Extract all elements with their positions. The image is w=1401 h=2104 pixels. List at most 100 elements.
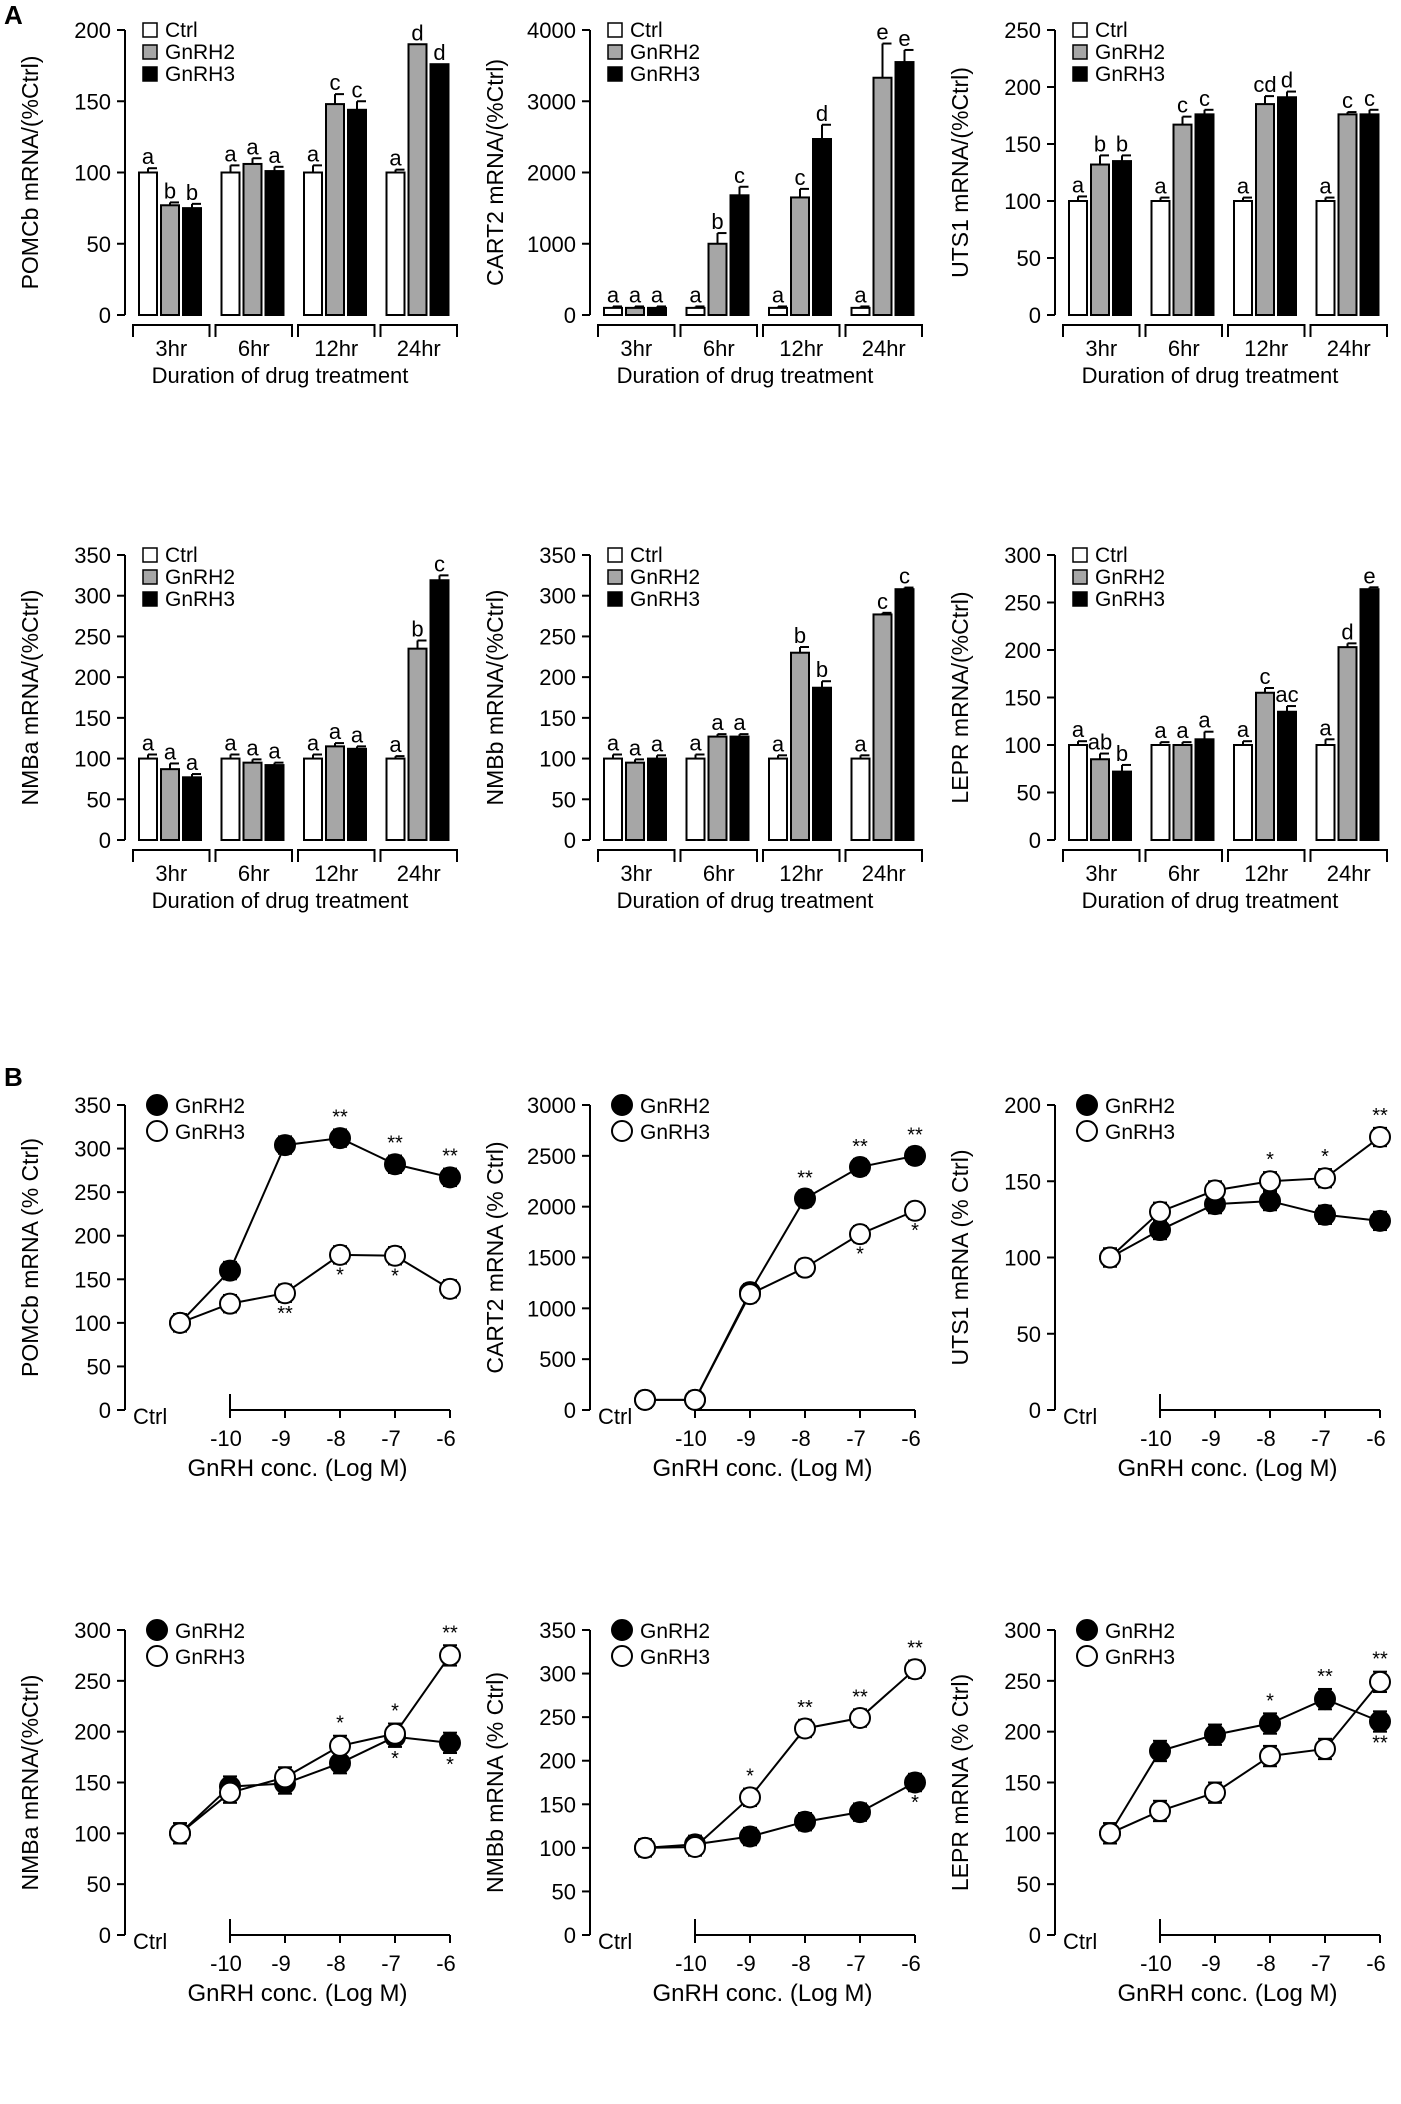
bar [894,588,915,841]
y-tick-label: 50 [552,787,576,812]
data-point [329,1243,351,1266]
chart-pomcb-dose: 0 50 100 150 200 250 300 350 POMCb mRNA (% Ctrl)… [17,1093,461,1482]
data-point [219,1259,241,1282]
y-tick-label: 3000 [527,1093,576,1118]
bar [429,579,450,841]
data-point [1259,1170,1281,1193]
y-tick-label: 300 [74,584,111,609]
y-axis-label: NMBa mRNA/(%Ctrl) [17,590,43,806]
significance-letter: a [1154,174,1167,199]
bar [325,103,345,316]
significance-letter: a [246,134,259,159]
legend-swatch [1072,22,1088,38]
data-point [439,1644,461,1667]
legend-label: GnRH3 [175,1121,245,1144]
data-point [1149,1219,1171,1242]
y-tick-label: 300 [539,584,576,609]
y-tick-label: 2000 [527,161,576,186]
bar [1194,738,1215,841]
data-point [1259,1190,1281,1213]
y-tick-label: 50 [1017,1322,1041,1347]
chart-uts1-dose: 0 50 100 150 200 UTS1 mRNA (% Ctrl) Ctrl -10 -9 -… [947,1093,1391,1482]
bar [1359,113,1380,316]
data-point [904,1771,926,1794]
bar [1194,113,1215,316]
y-tick-label: 0 [99,1398,111,1423]
significance-letter: d [1281,68,1293,93]
x-ctrl-label: Ctrl [133,1929,167,1954]
y-tick-label: 1500 [527,1246,576,1271]
data-point [904,1144,926,1167]
significance-letter: b [1094,131,1106,156]
legend-swatch [607,591,623,607]
significance-letter: ac [1275,682,1298,707]
panel-label-a: A [4,0,23,30]
category-label: 24hr [397,336,441,361]
category-bracket [679,849,758,862]
bar [1112,160,1132,316]
significance-letter: a [651,731,664,756]
y-tick-label: 250 [1004,18,1041,43]
significance-star: * [1266,1149,1274,1171]
category-bracket [1062,324,1141,337]
bar [1255,691,1275,841]
legend-swatch [607,44,623,60]
data-point [1314,1203,1336,1226]
bar [1315,744,1336,841]
bar [603,757,623,841]
significance-letter: a [607,731,620,756]
significance-star: * [911,1792,919,1814]
y-tick-label: 100 [539,1836,576,1861]
category-bracket [297,324,376,337]
bar [303,171,323,316]
y-axis-label: UTS1 mRNA (% Ctrl) [947,1150,973,1366]
x-tick-label: -6 [436,1951,456,1976]
significance-letter: a [329,719,342,744]
y-axis-label: LEPR mRNA/(%Ctrl) [947,591,973,803]
bar [647,306,667,316]
significance-letter: a [1237,174,1250,199]
significance-letter: a [629,735,642,760]
y-axis-label: UTS1 mRNA/(%Ctrl) [947,67,973,278]
significance-star: * [391,1748,399,1770]
x-tick-label: -6 [436,1426,456,1451]
significance-star: ** [277,1303,293,1325]
bar [182,207,202,316]
significance-letter: a [224,141,237,166]
significance-star: ** [442,1622,458,1644]
y-tick-label: 0 [1029,1923,1041,1948]
y-tick-label: 300 [74,1137,111,1162]
significance-star: * [336,1713,344,1735]
data-point [329,1734,351,1757]
significance-star: * [336,1265,344,1287]
category-label: 6hr [703,336,735,361]
legend-label: Ctrl [1095,19,1128,42]
data-point [1204,1781,1226,1804]
bar [429,63,450,316]
significance-star: ** [1372,1105,1388,1127]
data-point [384,1244,406,1267]
category-bracket [844,324,923,337]
category-bracket [597,849,676,862]
y-axis-label: NMBb mRNA (% Ctrl) [482,1672,508,1893]
data-point [1204,1723,1226,1746]
y-tick-label: 50 [87,787,111,812]
legend-swatch [142,22,158,38]
bar [347,747,367,841]
legend-marker [1076,1645,1098,1667]
y-tick-label: 250 [74,624,111,649]
legend-label: GnRH2 [1105,1095,1175,1118]
x-axis-label: Duration of drug treatment [152,888,409,913]
bar [1277,710,1297,841]
x-axis-label: Duration of drug treatment [617,363,874,388]
y-tick-label: 100 [74,1821,111,1846]
y-axis-label: NMBb mRNA/(%Ctrl) [482,590,508,806]
bar [160,204,180,316]
y-tick-label: 0 [99,828,111,853]
category-bracket [1144,849,1223,862]
data-point [794,1187,816,1210]
chart-lepr-dose: 0 50 100 150 200 250 300 LEPR mRNA (% Ctrl) Ctrl… [947,1618,1391,2007]
x-axis-label: Duration of drug treatment [617,888,874,913]
x-ctrl-label: Ctrl [598,1929,632,1954]
